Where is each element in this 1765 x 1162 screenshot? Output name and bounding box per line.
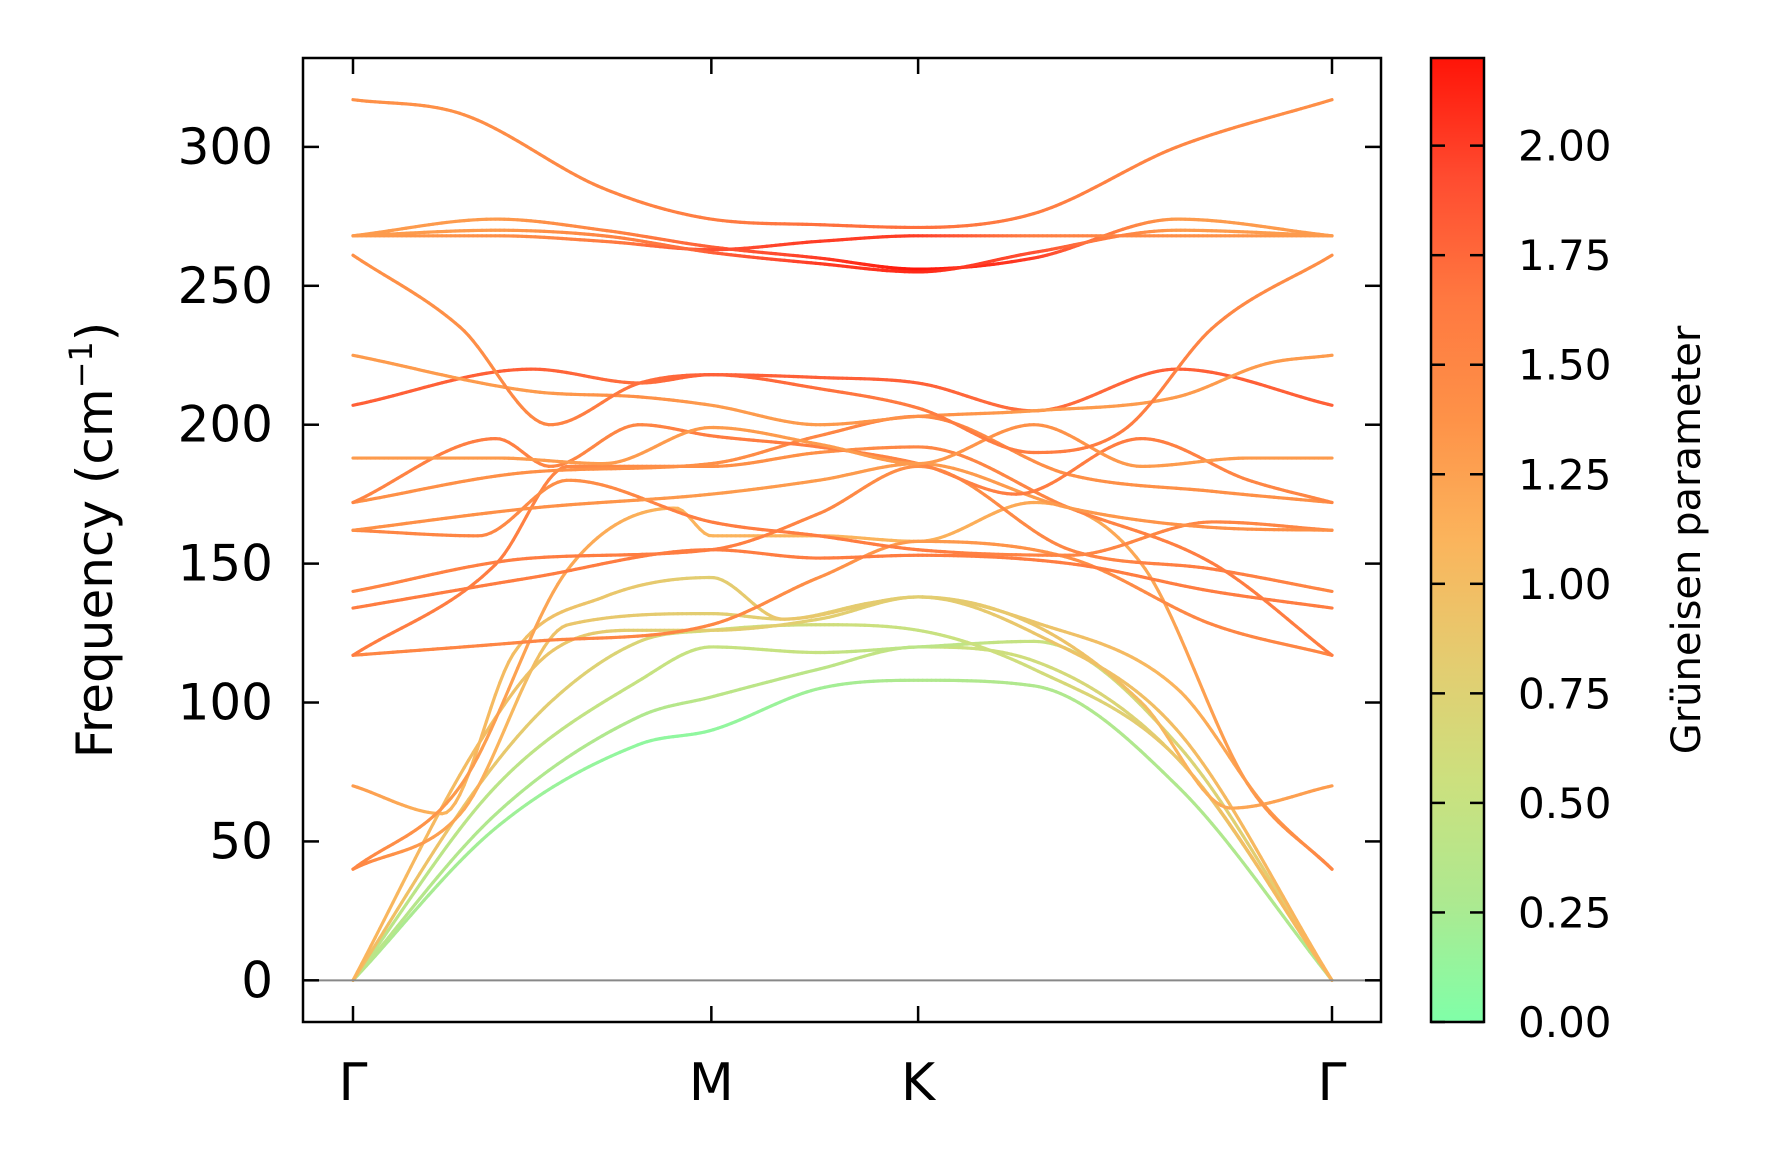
- band-segment: [369, 935, 377, 948]
- band-segment: [489, 748, 497, 763]
- band-segment: [502, 718, 511, 732]
- phonon-band-13: [351, 478, 1334, 557]
- band-segment: [476, 746, 484, 759]
- band-segment: [1210, 709, 1218, 724]
- band-segment: [498, 697, 506, 712]
- band-segment: [471, 746, 480, 764]
- band-segment: [507, 707, 515, 722]
- phonon-bands: [351, 98, 1334, 982]
- band-segment: [502, 660, 511, 674]
- band-segment: [538, 607, 546, 620]
- phonon-band-19: [351, 353, 1334, 427]
- band-segment: [524, 669, 533, 682]
- band-segment: [364, 944, 373, 957]
- band-segment: [520, 678, 529, 691]
- band-segment: [1325, 353, 1334, 358]
- band-segment: [529, 626, 538, 640]
- band-segment: [1179, 636, 1187, 650]
- band-segment: [484, 758, 493, 772]
- band-segment: [1156, 589, 1165, 602]
- band-segment: [395, 883, 404, 896]
- band-segment: [387, 900, 395, 913]
- band-segment: [480, 768, 489, 781]
- band-segment: [511, 666, 520, 681]
- band-segment: [493, 708, 502, 722]
- band-segment: [1325, 402, 1334, 407]
- band-segment: [529, 660, 538, 673]
- phonon-band-7: [351, 575, 1334, 816]
- band-segment: [516, 687, 524, 701]
- band-segment: [458, 783, 466, 797]
- band-segment: [493, 738, 502, 753]
- band-segment: [498, 669, 506, 685]
- band-segment: [476, 733, 484, 750]
- band-segment: [1325, 605, 1334, 610]
- band-segment: [413, 848, 422, 860]
- band-segment: [378, 918, 386, 931]
- band-segment: [498, 728, 506, 742]
- band-segment: [391, 891, 400, 904]
- phonon-band-1: [351, 678, 1334, 982]
- band-segment: [1192, 667, 1201, 682]
- band-segment: [476, 777, 484, 790]
- band-segment: [493, 681, 502, 697]
- band-segment: [355, 961, 364, 974]
- band-segment: [480, 719, 489, 737]
- band-segment: [1205, 699, 1214, 714]
- band-segment: [1201, 688, 1210, 703]
- band-segment: [484, 706, 493, 723]
- band-segment: [480, 737, 489, 751]
- phonon-band-17: [351, 423, 1334, 468]
- band-segment: [409, 856, 417, 869]
- phonon-band-8: [351, 500, 1334, 871]
- band-segment: [520, 645, 529, 660]
- band-segment: [1325, 971, 1334, 982]
- band-segment: [422, 830, 431, 843]
- band-segment: [1196, 678, 1205, 693]
- phonon-band-6: [351, 595, 1334, 871]
- band-segment: [489, 718, 497, 732]
- band-segment: [542, 598, 551, 611]
- phonon-band-14: [351, 462, 1334, 532]
- phonon-band-22: [351, 234, 1334, 252]
- band-segment: [1325, 588, 1334, 593]
- phonon-band-4: [351, 623, 1334, 982]
- band-segment: [1174, 626, 1183, 640]
- band-segment: [360, 953, 368, 965]
- band-segment: [1325, 784, 1334, 789]
- band-segment: [489, 693, 497, 710]
- band-segment: [1223, 739, 1232, 753]
- band-segment: [507, 677, 515, 691]
- band-segment: [1219, 730, 1227, 744]
- phonon-band-20: [351, 253, 1334, 455]
- band-segment: [1187, 657, 1196, 671]
- band-segment: [533, 616, 542, 630]
- phonon-band-9: [351, 539, 1334, 657]
- band-segment: [373, 927, 382, 940]
- band-segment: [1325, 863, 1334, 871]
- band-segment: [404, 865, 413, 878]
- band-segment: [1165, 607, 1174, 620]
- band-segment: [516, 656, 524, 670]
- band-segment: [1325, 253, 1334, 260]
- band-segment: [1228, 749, 1236, 762]
- band-segment: [1170, 616, 1178, 630]
- band-segment: [1183, 646, 1192, 661]
- band-segment: [511, 697, 520, 712]
- band-segment: [1214, 720, 1223, 734]
- band-segment: [1325, 499, 1334, 505]
- band-segment: [484, 728, 493, 741]
- band-segment: [502, 687, 511, 702]
- band-segment: [382, 909, 391, 922]
- band-segment: [400, 874, 408, 887]
- phonon-band-23: [351, 228, 1334, 274]
- phonon-band-5: [351, 595, 1334, 982]
- band-segment: [1325, 650, 1334, 657]
